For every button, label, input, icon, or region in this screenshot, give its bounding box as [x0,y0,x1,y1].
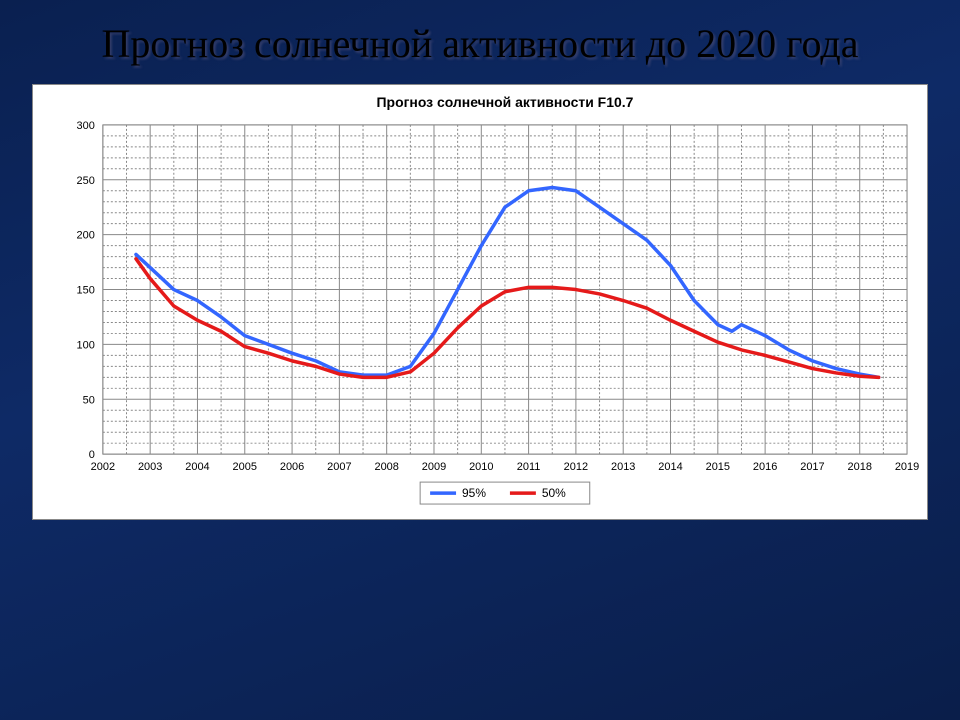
x-tick-label: 2009 [422,461,446,473]
x-tick-label: 2012 [564,461,588,473]
x-tick-label: 2017 [800,461,824,473]
y-tick-label: 0 [89,449,95,461]
x-tick-label: 2004 [185,461,209,473]
x-tick-label: 2007 [327,461,351,473]
y-tick-label: 300 [77,120,95,132]
x-tick-label: 2010 [469,461,493,473]
x-tick-label: 2016 [753,461,777,473]
x-tick-label: 2008 [374,461,398,473]
page-title: Прогноз солнечной активности до 2020 год… [32,20,928,68]
y-tick-label: 100 [77,339,95,351]
x-tick-label: 2002 [91,461,115,473]
x-tick-label: 2019 [895,461,919,473]
solar-activity-chart: Прогноз солнечной активности F10.7 0 50 100… [33,85,927,519]
legend-label: 50% [542,486,566,500]
x-tick-label: 2011 [517,461,541,473]
x-tick-label: 2015 [706,461,730,473]
chart-container: Прогноз солнечной активности F10.7 0 50 100… [32,84,928,520]
chart-title: Прогноз солнечной активности F10.7 [377,94,634,110]
x-tick-label: 2006 [280,461,304,473]
legend-label: 95% [462,486,486,500]
y-tick-label: 250 [77,175,95,187]
y-tick-label: 200 [77,230,95,242]
y-tick-label: 50 [83,394,95,406]
x-tick-label: 2005 [233,461,257,473]
x-tick-label: 2018 [848,461,872,473]
y-tick-label: 150 [77,285,95,297]
x-tick-label: 2013 [611,461,635,473]
x-tick-label: 2014 [658,461,682,473]
series-line [136,259,879,378]
slide: Прогноз солнечной активности до 2020 год… [0,0,960,720]
x-tick-label: 2003 [138,461,162,473]
